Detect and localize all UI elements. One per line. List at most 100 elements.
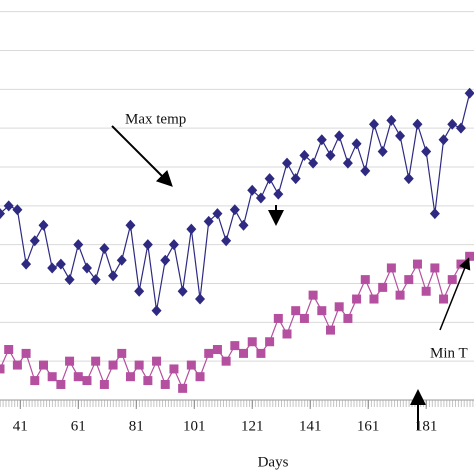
- data-point: [116, 254, 127, 266]
- data-point: [0, 208, 5, 220]
- x-tick-label: 181: [415, 418, 438, 434]
- data-point: [378, 282, 388, 292]
- data-point: [255, 192, 266, 204]
- data-point: [195, 293, 206, 305]
- data-point: [395, 290, 405, 300]
- data-point: [91, 356, 101, 366]
- data-point: [316, 134, 327, 146]
- x-axis-label: Days: [258, 454, 289, 470]
- data-point: [143, 376, 153, 386]
- data-point: [351, 138, 362, 150]
- data-point: [0, 364, 5, 374]
- data-point: [291, 306, 301, 316]
- data-point: [64, 274, 75, 286]
- minor-ticks: [0, 400, 474, 408]
- data-point: [265, 337, 275, 347]
- data-point: [230, 341, 240, 351]
- data-point: [377, 145, 388, 157]
- data-point: [447, 275, 457, 285]
- data-point: [368, 118, 379, 130]
- data-point: [256, 348, 266, 358]
- data-point: [12, 360, 22, 370]
- data-point: [38, 360, 48, 370]
- data-point: [81, 262, 92, 274]
- data-point: [212, 345, 222, 355]
- annotation: Min T: [430, 345, 468, 361]
- arrow: [439, 257, 471, 331]
- data-point: [439, 294, 449, 304]
- data-point: [221, 356, 231, 366]
- data-point: [12, 204, 23, 216]
- data-point: [239, 348, 249, 358]
- x-tick-label: 141: [299, 418, 322, 434]
- data-point: [464, 87, 474, 99]
- data-point: [212, 208, 223, 220]
- x-tick-label: 101: [183, 418, 206, 434]
- data-point: [125, 372, 135, 382]
- data-point: [317, 306, 327, 316]
- plot: [0, 87, 474, 393]
- data-point: [325, 325, 335, 335]
- data-point: [360, 275, 370, 285]
- data-point: [204, 348, 214, 358]
- data-point: [134, 285, 145, 297]
- data-point: [447, 118, 458, 130]
- data-point: [160, 254, 171, 266]
- data-point: [238, 219, 249, 231]
- data-point: [73, 239, 84, 251]
- data-point: [221, 235, 232, 247]
- data-point: [386, 114, 397, 126]
- data-point: [47, 372, 57, 382]
- data-point: [247, 337, 257, 347]
- grid: [0, 11, 474, 362]
- data-point: [395, 130, 406, 142]
- data-point: [352, 294, 362, 304]
- x-tick-label: 121: [241, 418, 264, 434]
- data-point: [308, 157, 319, 169]
- data-point: [21, 348, 31, 358]
- data-point: [282, 157, 293, 169]
- data-point: [203, 215, 214, 227]
- data-point: [56, 379, 66, 389]
- data-point: [334, 302, 344, 312]
- x-tick-label: 41: [13, 418, 28, 434]
- data-point: [73, 372, 83, 382]
- data-point: [82, 376, 92, 386]
- data-point: [299, 149, 310, 161]
- data-point: [30, 376, 40, 386]
- x-tick-label: 61: [71, 418, 86, 434]
- data-point: [421, 145, 432, 157]
- data-point: [186, 360, 196, 370]
- data-point: [273, 313, 283, 323]
- data-point: [108, 270, 119, 282]
- data-point: [264, 173, 275, 185]
- data-point: [195, 372, 205, 382]
- data-point: [65, 356, 75, 366]
- data-point: [421, 286, 431, 296]
- data-point: [47, 262, 58, 274]
- data-point: [29, 235, 40, 247]
- data-point: [108, 360, 118, 370]
- data-point: [342, 157, 353, 169]
- data-point: [134, 360, 144, 370]
- data-point: [38, 219, 49, 231]
- data-point: [290, 173, 301, 185]
- data-point: [343, 313, 353, 323]
- data-point: [282, 329, 292, 339]
- data-point: [360, 165, 371, 177]
- data-point: [308, 290, 318, 300]
- data-point: [152, 356, 162, 366]
- data-point: [334, 130, 345, 142]
- data-point: [99, 379, 109, 389]
- data-point: [178, 383, 188, 393]
- annotation: Max temp: [125, 111, 186, 127]
- arrow: [111, 125, 173, 187]
- data-point: [465, 251, 474, 261]
- data-point: [99, 243, 110, 255]
- data-point: [169, 364, 179, 374]
- data-point: [273, 188, 284, 200]
- data-point: [90, 274, 101, 286]
- data-point: [21, 258, 32, 270]
- data-point: [151, 305, 162, 317]
